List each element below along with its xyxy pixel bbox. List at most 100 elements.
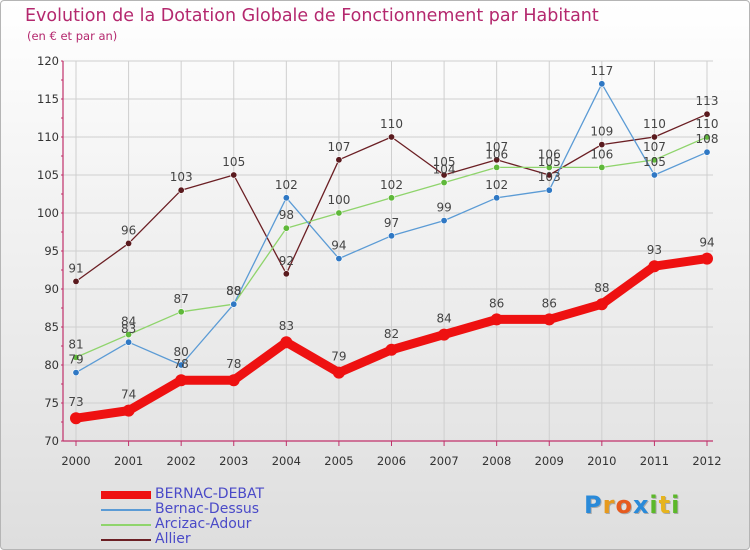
data-point-arcizac-adour	[282, 224, 290, 232]
data-point-arcizac-adour	[598, 163, 606, 171]
data-label-bernac-debat: 78	[226, 357, 241, 371]
data-point-allier	[440, 171, 448, 179]
data-label-allier: 103	[170, 170, 193, 184]
y-tick-label: 75	[44, 396, 59, 410]
data-point-bernac-dessus	[177, 361, 185, 369]
x-tick-label: 2005	[324, 454, 353, 468]
x-tick-label: 2002	[167, 454, 196, 468]
data-point-bernac-debat	[490, 313, 503, 326]
legend-label: Allier	[155, 531, 191, 547]
data-point-bernac-dessus	[493, 194, 501, 202]
data-point-bernac-debat	[70, 412, 82, 425]
logo-letter: i	[671, 491, 681, 519]
data-point-bernac-debat	[648, 260, 661, 273]
legend-swatch	[101, 491, 151, 499]
data-point-bernac-debat	[280, 336, 293, 349]
logo-letter: t	[658, 491, 672, 519]
x-tick-label: 2012	[692, 454, 721, 468]
y-tick-label: 85	[44, 320, 59, 334]
series-layer	[70, 80, 713, 425]
data-label-bernac-debat: 78	[174, 357, 189, 371]
data-label-arcizac-adour: 84	[121, 315, 136, 329]
data-label-bernac-debat: 84	[436, 312, 451, 326]
y-tick-label: 115	[37, 92, 59, 106]
data-point-bernac-debat	[438, 328, 451, 341]
data-label-bernac-debat: 79	[331, 350, 346, 364]
grid-layer	[63, 60, 713, 442]
data-label-arcizac-adour: 88	[226, 284, 241, 298]
legend-label: Arcizac-Adour	[155, 516, 252, 532]
data-label-bernac-debat: 82	[384, 327, 399, 341]
data-point-bernac-debat	[175, 374, 188, 387]
data-label-arcizac-adour: 107	[643, 140, 666, 154]
x-tick-label: 2011	[640, 454, 669, 468]
data-label-bernac-debat: 74	[121, 388, 136, 402]
y-tick-label: 95	[44, 244, 59, 258]
data-point-bernac-dessus	[598, 80, 606, 88]
data-label-bernac-debat: 86	[542, 296, 557, 310]
y-tick-label: 70	[44, 434, 59, 448]
data-label-allier: 110	[380, 117, 403, 131]
x-tick-label: 2008	[482, 454, 511, 468]
y-tick-label: 100	[37, 206, 59, 220]
y-tick-label: 80	[44, 358, 59, 372]
data-point-bernac-debat	[122, 404, 135, 417]
data-point-allier	[387, 133, 395, 141]
legend-swatch	[101, 524, 151, 526]
x-tick-label: 2007	[429, 454, 458, 468]
data-point-allier	[493, 156, 501, 164]
data-label-bernac-dessus: 105	[643, 155, 666, 169]
data-label-bernac-dessus: 94	[331, 239, 346, 253]
legend-swatch	[101, 539, 151, 541]
data-label-arcizac-adour: 98	[279, 208, 294, 222]
data-point-bernac-dessus	[125, 338, 133, 346]
data-point-arcizac-adour	[335, 209, 343, 217]
data-label-arcizac-adour: 100	[327, 193, 350, 207]
x-tick-label: 2009	[535, 454, 564, 468]
data-point-bernac-debat	[701, 252, 713, 265]
x-tick-label: 2000	[61, 454, 90, 468]
data-label-arcizac-adour: 81	[68, 337, 83, 351]
data-point-bernac-dessus	[703, 148, 711, 156]
data-label-bernac-dessus: 88	[226, 284, 241, 298]
logo-letter: i	[649, 491, 659, 519]
data-label-allier: 96	[121, 223, 136, 237]
data-point-arcizac-adour	[650, 156, 658, 164]
legend-label: BERNAC-DEBAT	[155, 486, 265, 502]
logo-letter: x	[632, 491, 650, 519]
data-label-allier: 113	[696, 94, 719, 108]
data-label-bernac-dessus: 102	[485, 178, 508, 192]
data-point-arcizac-adour	[703, 133, 711, 141]
data-point-arcizac-adour	[387, 194, 395, 202]
logo-letter: r	[602, 491, 616, 519]
data-point-allier	[703, 110, 711, 118]
data-label-bernac-debat: 94	[699, 236, 714, 250]
data-point-bernac-dessus	[282, 194, 290, 202]
data-point-bernac-dessus	[387, 232, 395, 240]
data-label-bernac-debat: 83	[279, 319, 294, 333]
data-label-bernac-dessus: 83	[121, 322, 136, 336]
data-point-bernac-dessus	[335, 255, 343, 263]
data-label-bernac-debat: 88	[594, 281, 609, 295]
data-point-allier	[650, 133, 658, 141]
data-point-bernac-debat	[227, 374, 240, 387]
data-point-bernac-dessus	[650, 171, 658, 179]
data-point-allier	[598, 141, 606, 149]
data-label-allier: 107	[485, 140, 508, 154]
data-label-bernac-dessus: 117	[590, 64, 613, 78]
data-point-arcizac-adour	[72, 353, 80, 361]
data-point-allier	[230, 171, 238, 179]
data-point-allier	[72, 277, 80, 285]
y-tick-label: 105	[37, 168, 59, 182]
data-label-bernac-dessus: 103	[538, 170, 561, 184]
data-point-allier	[282, 270, 290, 278]
data-label-allier: 107	[327, 140, 350, 154]
data-point-arcizac-adour	[440, 179, 448, 187]
data-point-bernac-dessus	[72, 369, 80, 377]
data-label-arcizac-adour: 87	[174, 292, 189, 306]
data-label-arcizac-adour: 102	[380, 178, 403, 192]
data-label-bernac-debat: 93	[647, 243, 662, 257]
x-tick-label: 2010	[587, 454, 616, 468]
axis-layer: 70 75 80 85 90 95 100 105 110 115 120 2000 2001 2002 2…	[37, 54, 722, 468]
